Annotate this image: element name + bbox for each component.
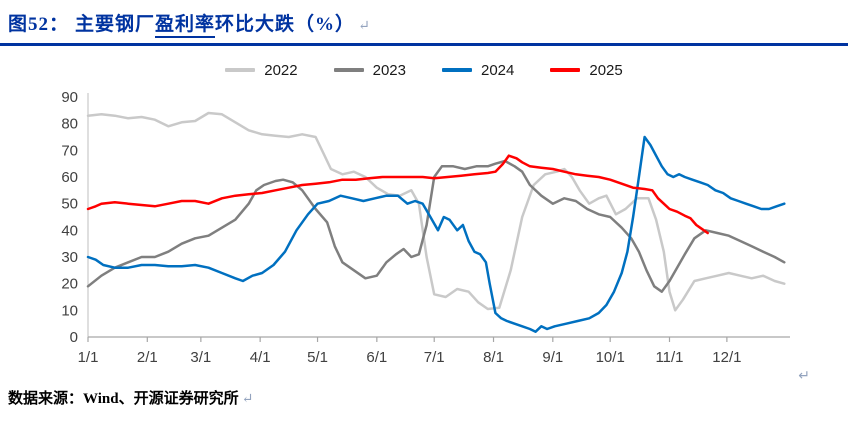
y-tick-label: 60 [61, 169, 78, 186]
y-tick-label: 30 [61, 249, 78, 266]
legend-label: 2023 [372, 61, 406, 79]
legend-swatch-icon [333, 68, 364, 72]
y-tick-label: 20 [61, 276, 78, 293]
x-tick-label: 1/1 [78, 349, 99, 366]
legend-swatch-icon [225, 68, 256, 72]
series-line-2023 [86, 159, 786, 293]
x-tick-label: 10/1 [596, 349, 625, 366]
x-tick-label: 6/1 [366, 349, 387, 366]
legend-swatch-icon [442, 68, 472, 72]
series-line-2025 [86, 154, 709, 235]
figure-title: 图52： 主要钢厂盈利率环比大跌（%） ↵ [0, 6, 848, 46]
legend-swatch-icon [550, 68, 581, 72]
x-tick-label: 3/1 [190, 349, 211, 366]
data-source-footer: 数据来源：Wind、开源证券研究所 ↵ [0, 381, 848, 408]
paragraph-return-icon: ↵ [241, 392, 254, 407]
paragraph-return-icon: ↵ [358, 19, 370, 34]
legend-label: 2024 [481, 61, 515, 79]
chart-area: 0 10 20 30 40 50 60 70 80 90 1/1 2/1 3/1 4/1 5/1 6/1 7/1… [0, 85, 848, 377]
legend-label: 2025 [589, 61, 623, 79]
figure-number-label: 图52： [8, 14, 70, 35]
y-tick-label: 80 [61, 116, 78, 133]
x-tick-label: 8/1 [483, 349, 504, 366]
x-tick-label: 4/1 [250, 349, 271, 366]
x-tick-label: 11/1 [655, 349, 683, 366]
legend-item-2023: 2023 [333, 61, 406, 79]
legend-item-2022: 2022 [225, 61, 298, 79]
legend-label: 2022 [264, 61, 298, 79]
y-tick-label: 0 [70, 329, 78, 346]
post-chart-row: ↵ [0, 367, 848, 383]
figure-title-underlined: 盈利率 [155, 14, 216, 38]
x-tick-label: 12/1 [712, 349, 741, 366]
y-tick-label: 10 [61, 302, 78, 319]
x-tick-label: 5/1 [307, 349, 328, 366]
y-tick-label: 90 [61, 89, 78, 106]
paragraph-return-icon: ↵ [798, 367, 810, 383]
legend-item-2025: 2025 [550, 61, 623, 79]
x-tick-label: 2/1 [137, 349, 158, 366]
series-line-2022 [86, 111, 786, 312]
y-tick-label: 40 [61, 222, 78, 239]
y-tick-label: 70 [61, 142, 78, 159]
x-tick-label: 7/1 [424, 349, 445, 366]
chart-legend: 2022 2023 2024 2025 [0, 59, 848, 81]
y-tick-label: 50 [61, 196, 78, 213]
figure-title-part1: 主要钢厂 [75, 14, 156, 35]
data-source-text: 数据来源：Wind、开源证券研究所 [8, 391, 239, 407]
series-line-2024 [86, 135, 786, 333]
x-tick-label: 9/1 [542, 349, 563, 366]
legend-item-2024: 2024 [442, 62, 514, 79]
profit-rate-line-chart: 0 10 20 30 40 50 60 70 80 90 1/1 2/1 3/1 4/1 5/1 6/1 7/1… [61, 89, 790, 366]
figure-title-part2: 环比大跌（%） [215, 14, 356, 35]
